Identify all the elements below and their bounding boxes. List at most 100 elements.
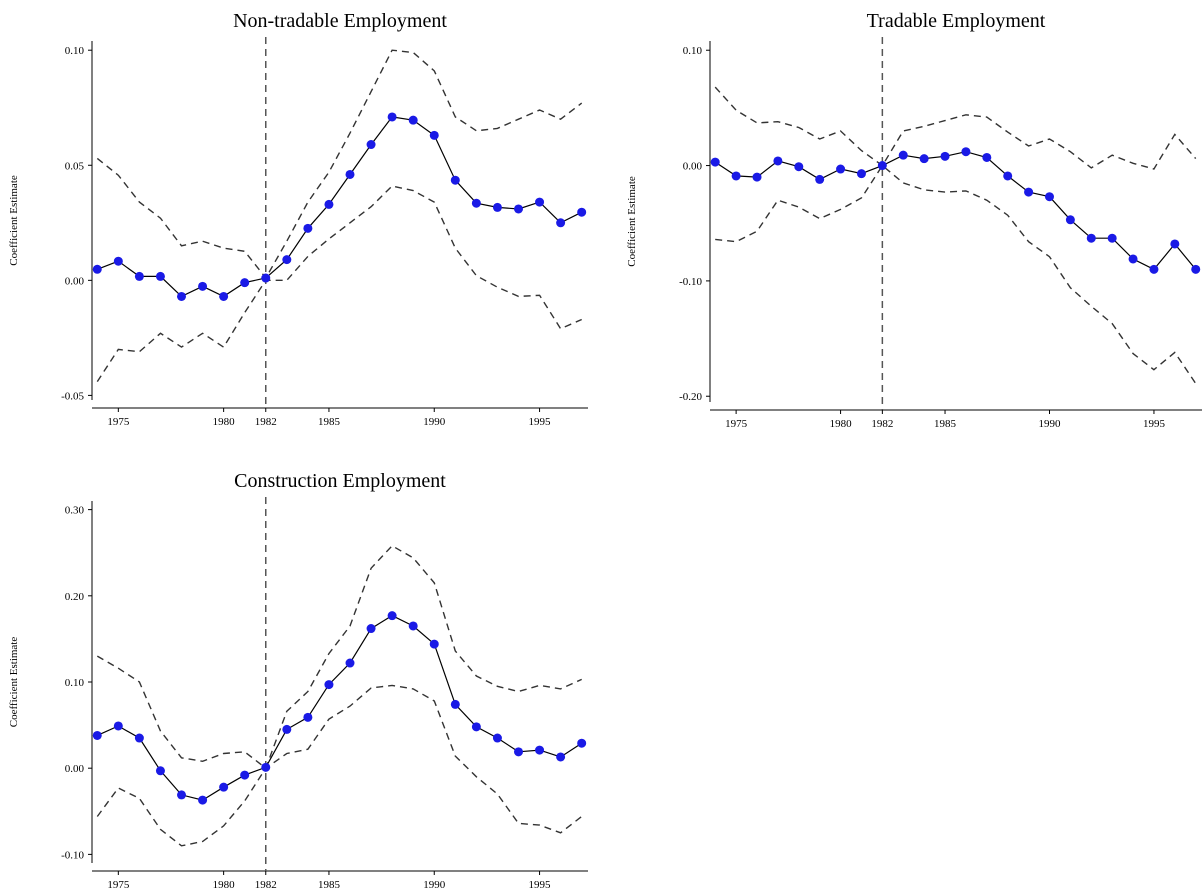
estimate-point: [940, 151, 950, 161]
ci-lower-line: [96, 684, 583, 847]
x-tick-label: 1975: [107, 879, 130, 890]
estimate-point: [961, 147, 971, 157]
x-tick-label: 1990: [1038, 418, 1061, 430]
estimate-point: [1065, 215, 1075, 225]
y-tick-label: 0.00: [65, 275, 85, 287]
x-tick-label: 1980: [213, 416, 236, 428]
estimate-point: [261, 273, 271, 283]
estimate-point: [345, 658, 355, 668]
estimate-point: [513, 747, 523, 757]
estimate-point: [113, 721, 123, 731]
y-tick-label: -0.10: [679, 276, 702, 288]
estimate-point: [898, 150, 908, 160]
ci-upper-line: [96, 544, 582, 770]
estimate-point: [710, 157, 720, 167]
x-tick-label: 1975: [107, 416, 130, 428]
estimate-point: [535, 197, 545, 207]
ci-upper-line: [96, 49, 583, 280]
y-tick-label: 0.10: [683, 45, 703, 57]
estimate-line: [714, 151, 1197, 271]
estimate-point: [1003, 171, 1013, 181]
estimate-point: [219, 291, 229, 301]
estimate-line: [97, 614, 583, 801]
estimate-point: [429, 639, 439, 649]
x-tick-label: 1985: [318, 879, 341, 890]
estimate-line: [97, 116, 582, 298]
estimate-point: [324, 680, 334, 690]
estimate-point: [134, 271, 144, 281]
estimate-point: [240, 278, 250, 288]
x-tick-label: 1995: [529, 416, 552, 428]
estimate-point: [815, 174, 825, 184]
estimate-point: [492, 733, 502, 743]
estimate-point: [1170, 239, 1180, 249]
chart-title: Tradable Employment: [867, 10, 1046, 32]
estimate-point: [282, 724, 292, 734]
estimate-point: [429, 130, 439, 140]
y-tick-label: 0.10: [65, 45, 85, 57]
estimate-point: [134, 733, 144, 743]
ci-upper-line: [714, 86, 1197, 170]
estimate-point: [113, 256, 123, 266]
estimate-point: [1086, 233, 1096, 243]
estimate-point: [155, 766, 165, 776]
estimate-point: [92, 264, 102, 274]
estimate-point: [408, 621, 418, 631]
estimate-point: [282, 255, 292, 265]
x-tick-label: 1982: [255, 879, 277, 890]
estimate-point: [177, 291, 187, 301]
y-tick-label: 0.00: [683, 161, 703, 173]
estimate-point: [303, 223, 313, 233]
estimate-point: [261, 762, 271, 772]
estimate-point: [794, 162, 804, 172]
ci-lower-line: [715, 164, 1197, 384]
estimate-point: [919, 154, 929, 164]
y-tick-label: 0.30: [65, 505, 85, 517]
x-tick-label: 1990: [423, 416, 446, 428]
estimate-point: [836, 164, 846, 174]
estimate-point: [219, 782, 229, 792]
estimate-point: [92, 730, 102, 740]
x-tick-label: 1982: [255, 416, 277, 428]
estimate-point: [1191, 264, 1201, 274]
x-tick-label: 1995: [1143, 418, 1166, 430]
estimate-point: [752, 172, 762, 182]
estimate-point: [556, 752, 566, 762]
estimate-point: [1149, 264, 1159, 274]
x-tick-label: 1985: [318, 416, 341, 428]
estimate-point: [198, 795, 208, 805]
estimate-point: [450, 699, 460, 709]
estimate-point: [856, 169, 866, 179]
x-tick-label: 1982: [871, 418, 893, 430]
estimate-point: [1128, 254, 1138, 264]
estimate-point: [513, 204, 523, 214]
y-tick-label: 0.10: [65, 677, 85, 689]
estimate-point: [556, 218, 566, 228]
estimate-point: [1107, 233, 1117, 243]
estimate-point: [408, 115, 418, 125]
estimate-point: [366, 140, 376, 150]
y-tick-label: 0.20: [65, 591, 85, 603]
y-tick-label: 0.00: [65, 763, 85, 775]
estimate-point: [577, 207, 587, 217]
y-tick-label: -0.10: [61, 849, 84, 861]
estimate-point: [877, 161, 887, 171]
y-axis-label: Coefficient Estimate: [626, 176, 638, 267]
estimate-point: [1024, 187, 1034, 197]
estimate-point: [577, 738, 587, 748]
y-tick-label: -0.05: [61, 390, 84, 402]
estimate-point: [387, 112, 397, 122]
estimate-point: [535, 745, 545, 755]
chart-title: Construction Employment: [234, 470, 446, 492]
estimate-point: [1044, 192, 1054, 202]
y-axis-label: Coefficient Estimate: [8, 175, 20, 266]
x-tick-label: 1985: [934, 418, 957, 430]
estimate-point: [982, 152, 992, 162]
y-tick-label: 0.05: [65, 160, 85, 172]
estimate-point: [450, 175, 460, 185]
x-tick-label: 1975: [725, 418, 748, 430]
x-tick-label: 1980: [830, 418, 853, 430]
estimate-point: [366, 624, 376, 634]
ci-lower-line: [96, 185, 582, 382]
